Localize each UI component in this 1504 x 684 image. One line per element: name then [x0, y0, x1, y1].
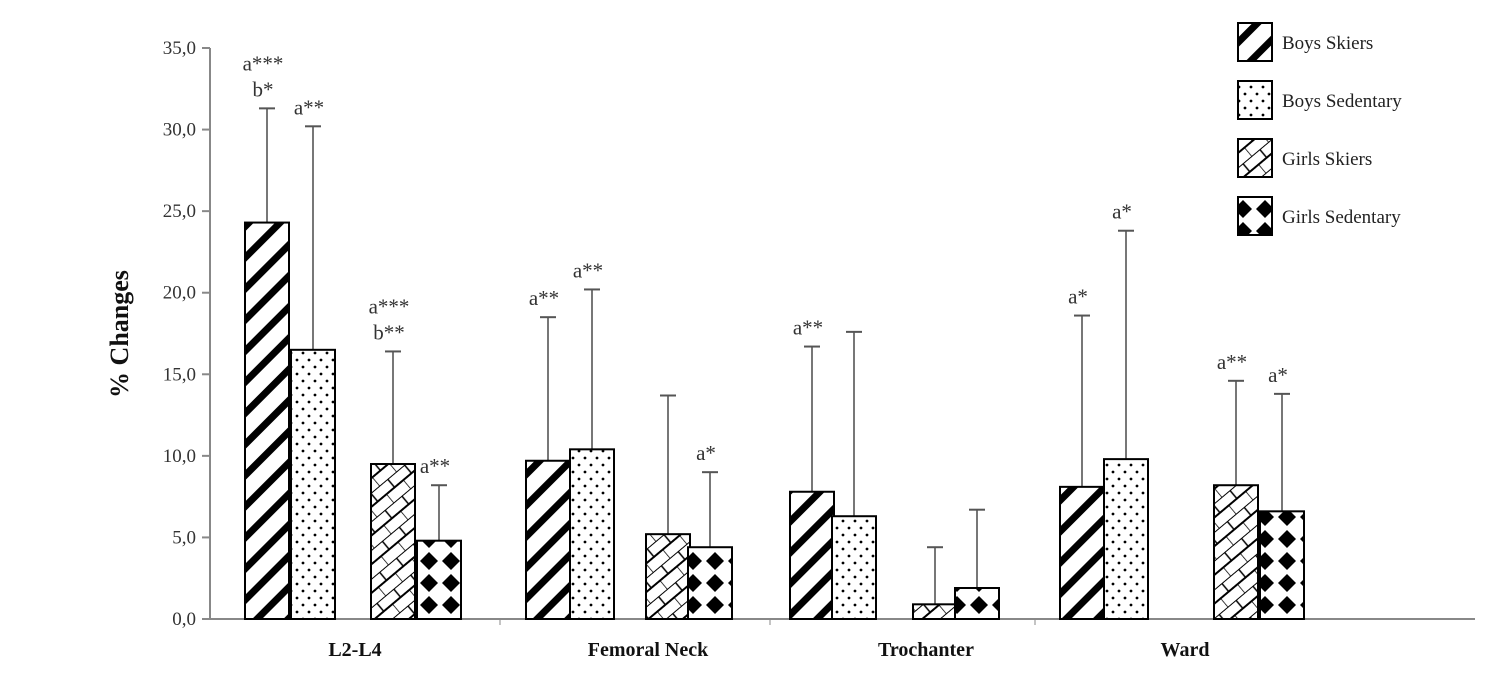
- y-tick-label: 25,0: [163, 201, 196, 222]
- bar-girls-skiers: [370, 463, 416, 620]
- category-label: Femoral Neck: [588, 639, 709, 661]
- bar-girls-skiers: [645, 533, 691, 620]
- significance-label: a*: [696, 441, 716, 465]
- significance-label: a***: [243, 51, 284, 75]
- significance-label: a**: [420, 454, 450, 478]
- y-tick-label: 0,0: [172, 609, 196, 630]
- y-tick-label: 10,0: [163, 446, 196, 467]
- significance-label: a**: [1217, 350, 1247, 374]
- significance-label: a*: [1068, 285, 1088, 309]
- bar-girls-sedentary: [687, 546, 733, 621]
- significance-label: a***: [369, 294, 410, 318]
- category-label: Ward: [1161, 639, 1210, 661]
- bar-boys-skiers: [244, 221, 290, 620]
- y-tick-label: 30,0: [163, 120, 196, 141]
- bar-boys-sedentary: [290, 348, 336, 620]
- legend-label: Girls Sedentary: [1282, 207, 1401, 228]
- y-tick-label: 35,0: [163, 38, 196, 59]
- significance-label: b*: [253, 77, 274, 101]
- bar-boys-sedentary: [1103, 458, 1149, 620]
- legend-swatch: [1237, 80, 1273, 120]
- significance-label: b**: [373, 320, 405, 344]
- bar-boys-skiers: [1059, 485, 1105, 620]
- bar-boys-sedentary: [569, 448, 615, 620]
- bar-girls-skiers: [1213, 484, 1259, 621]
- legend-swatch: [1237, 196, 1273, 236]
- legend-label: Boys Skiers: [1282, 33, 1373, 54]
- y-axis-label: % Changes: [105, 270, 134, 398]
- bar-girls-sedentary: [954, 587, 1000, 621]
- significance-label: a*: [1268, 363, 1288, 387]
- bar-girls-sedentary: [1259, 510, 1305, 620]
- legend-label: Girls Skiers: [1282, 149, 1372, 170]
- y-tick-label: 20,0: [163, 283, 196, 304]
- significance-label: a**: [529, 286, 559, 310]
- legend-swatch: [1237, 138, 1273, 178]
- significance-label: a**: [793, 316, 823, 340]
- significance-label: a*: [1112, 200, 1132, 224]
- legend-swatch: [1237, 22, 1273, 62]
- significance-label: a**: [573, 258, 603, 282]
- bar-girls-skiers: [912, 603, 958, 620]
- y-tick-label: 5,0: [172, 527, 196, 548]
- bar-boys-skiers: [525, 459, 571, 620]
- bar-boys-sedentary: [831, 515, 877, 620]
- category-label: L2-L4: [328, 639, 381, 661]
- y-tick-label: 15,0: [163, 364, 196, 385]
- bar-girls-sedentary: [416, 539, 462, 620]
- significance-label: a**: [294, 95, 324, 119]
- bar-boys-skiers: [789, 490, 835, 620]
- legend-label: Boys Sedentary: [1282, 91, 1402, 112]
- category-label: Trochanter: [878, 639, 974, 661]
